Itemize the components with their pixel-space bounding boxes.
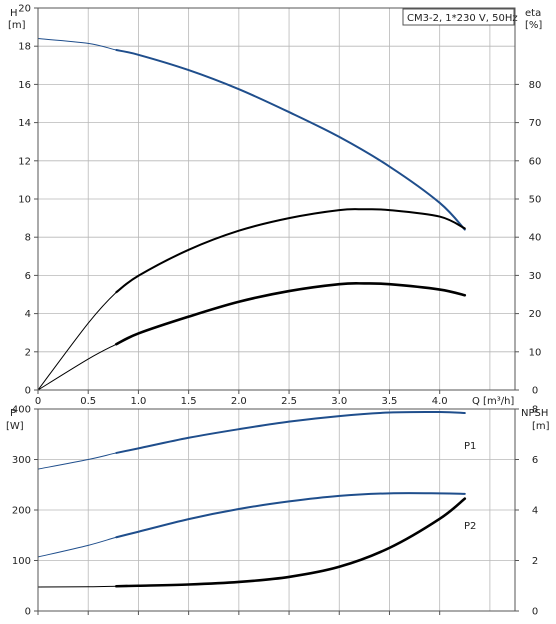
right-tick-label: 0 bbox=[532, 607, 538, 618]
bottom-grid bbox=[38, 409, 515, 611]
x-tick-label: 3.5 bbox=[382, 396, 398, 407]
top-grid bbox=[38, 8, 515, 390]
series-line-p1-operating bbox=[115, 410, 466, 454]
series-label-p1: P1 bbox=[464, 441, 476, 452]
bottom-right-axis-label: NPSH bbox=[521, 408, 548, 419]
series-line-npsh-operating bbox=[115, 497, 467, 588]
x-tick-label: 3.0 bbox=[331, 396, 347, 407]
x-tick-label: 1.5 bbox=[181, 396, 197, 407]
series-line-p2-operating bbox=[115, 492, 466, 539]
bottom-left-axis-unit: [W] bbox=[6, 421, 24, 432]
right-tick-label: 10 bbox=[529, 347, 542, 358]
top-series bbox=[37, 38, 467, 391]
right-tick-label: 20 bbox=[529, 309, 542, 320]
x-tick-label: 1.0 bbox=[130, 396, 146, 407]
bottom-right-axis-unit: [m] bbox=[532, 421, 550, 432]
right-tick-label: 70 bbox=[529, 118, 542, 129]
right-tick-label: 80 bbox=[529, 80, 542, 91]
top-plot-frame bbox=[37, 7, 516, 391]
left-tick-label: 100 bbox=[12, 556, 31, 567]
series-line-h-operating bbox=[115, 49, 466, 231]
left-tick-label: 2 bbox=[25, 347, 31, 358]
left-tick-label: 12 bbox=[18, 156, 31, 167]
bottom-left-axis-label: P bbox=[10, 408, 16, 419]
left-tick-label: 4 bbox=[25, 309, 31, 320]
left-tick-label: 0 bbox=[25, 386, 31, 397]
info-box bbox=[402, 8, 515, 26]
right-tick-label: 30 bbox=[529, 271, 542, 282]
x-tick-label: 2.5 bbox=[281, 396, 297, 407]
left-tick-label: 200 bbox=[12, 506, 31, 517]
left-tick-label: 300 bbox=[12, 455, 31, 466]
right-tick-label: 8 bbox=[532, 405, 538, 416]
left-tick-label: 20 bbox=[18, 4, 31, 15]
left-tick-label: 18 bbox=[18, 42, 31, 53]
bottom-plot-frame bbox=[37, 408, 516, 612]
left-tick-label: 400 bbox=[12, 405, 31, 416]
x-tick-label: 0 bbox=[35, 396, 41, 407]
bottom-series bbox=[37, 410, 467, 588]
right-tick-label: 50 bbox=[529, 195, 542, 206]
left-tick-label: 16 bbox=[18, 80, 31, 91]
series-line-eta-pump-operating bbox=[115, 208, 466, 294]
x-tick-label: 4.0 bbox=[432, 396, 448, 407]
series-line-h-full bbox=[37, 38, 466, 230]
right-tick-label: 4 bbox=[532, 506, 538, 517]
series-line-p1-full bbox=[37, 411, 465, 470]
top-left-axis-unit: [m] bbox=[8, 20, 26, 31]
left-tick-label: 10 bbox=[18, 195, 31, 206]
top-left-axis-label: H bbox=[10, 8, 18, 19]
left-tick-label: 8 bbox=[25, 233, 31, 244]
right-tick-label: 6 bbox=[532, 455, 538, 466]
top-ticks: 0 2 4 6 8 10 12 14 16 18 20 0 10 20 30 40 50 60 70 80 0 0.5 1.… bbox=[18, 4, 541, 408]
left-tick-label: 14 bbox=[18, 118, 31, 129]
x-tick-label: 0.5 bbox=[80, 396, 96, 407]
right-tick-label: 0 bbox=[532, 386, 538, 397]
series-line-eta-total-operating bbox=[115, 282, 467, 346]
bottom-ticks: 0 100 200 300 400 0 2 4 6 8 bbox=[12, 405, 538, 618]
info-box-text: CM3-2, 1*230 V, 50Hz bbox=[407, 13, 518, 24]
top-right-axis-unit: [%] bbox=[525, 20, 542, 31]
right-tick-label: 2 bbox=[532, 556, 538, 567]
left-tick-label: 0 bbox=[25, 607, 31, 618]
x-tick-label: 2.0 bbox=[231, 396, 247, 407]
right-tick-label: 60 bbox=[529, 156, 542, 167]
series-label-p2: P2 bbox=[464, 521, 476, 532]
top-right-axis-label: eta bbox=[525, 8, 541, 19]
left-tick-label: 6 bbox=[25, 271, 31, 282]
right-tick-label: 40 bbox=[529, 233, 542, 244]
series-line-p2-full bbox=[37, 492, 465, 558]
x-axis-label: Q [m³/h] bbox=[472, 396, 514, 407]
